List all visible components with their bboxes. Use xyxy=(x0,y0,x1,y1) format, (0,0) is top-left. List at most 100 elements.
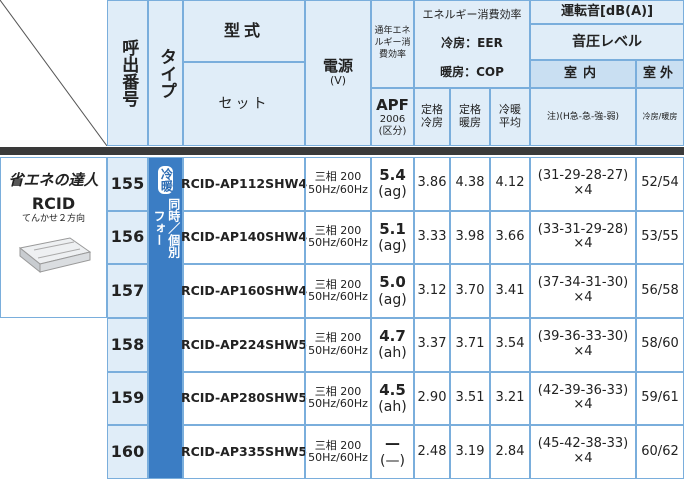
row-indoor-noise: (39-36-33-30) ×4 xyxy=(530,318,636,372)
row-average: 3.66 xyxy=(490,210,530,265)
text: 室内 xyxy=(563,65,602,81)
row-indoor-noise: (31-29-28-27) ×4 xyxy=(530,157,636,211)
text: 157 xyxy=(110,280,145,300)
text: 三相 200 xyxy=(314,277,362,291)
text: 4.5 xyxy=(379,380,406,399)
header-power: 電源 (V) xyxy=(305,0,371,146)
text: 三相 200 xyxy=(314,438,362,452)
row-power: 三相 200 50Hz/60Hz xyxy=(305,371,371,426)
text: 3.12 xyxy=(417,282,447,298)
row-apf: 4.7 (ah) xyxy=(371,318,414,372)
header-noise: 運転音[dB(A)] xyxy=(530,0,684,24)
row-heating: 3.71 xyxy=(450,318,490,372)
row-apf: 5.1 (ag) xyxy=(371,210,414,265)
header-rated-cooling: 定格冷房 xyxy=(414,88,450,146)
text: 50Hz/60Hz xyxy=(308,290,368,304)
text: 5.1 xyxy=(379,219,406,238)
row-average: 3.41 xyxy=(490,264,530,318)
row-model: RCID-AP160SHW4 xyxy=(181,264,307,318)
text: ×4 xyxy=(573,236,593,252)
text: 2.84 xyxy=(495,443,525,459)
header-efficiency: エネルギー消費効率 冷房：EER 暖房：COP xyxy=(414,0,530,88)
text: (31-29-28-27) xyxy=(537,167,629,183)
type-mode: 同時／個別 フォー xyxy=(151,198,181,258)
text: 音圧レベル xyxy=(572,33,642,50)
row-cooling: 3.86 xyxy=(414,157,450,211)
row-average: 2.84 xyxy=(490,425,530,479)
row-cooling: 3.37 xyxy=(414,318,450,372)
row-apf: 5.4 (ag) xyxy=(371,157,414,211)
row-number: 155 xyxy=(107,157,148,211)
text: 3.33 xyxy=(417,229,447,245)
header-indoor-note: 注)(H急-急-強-弱) xyxy=(530,88,636,146)
row-model: RCID-AP335SHW5 xyxy=(181,425,307,479)
header-sound-pressure: 音圧レベル xyxy=(530,24,684,60)
row-number: 158 xyxy=(107,318,148,372)
text: RCID-AP140SHW4 xyxy=(180,229,308,245)
row-cooling: 2.48 xyxy=(414,425,450,479)
text: 160 xyxy=(110,441,145,461)
text: 三相 200 xyxy=(314,384,362,398)
row-heating: 3.19 xyxy=(450,425,490,479)
text: 50Hz/60Hz xyxy=(308,236,368,250)
text: 三相 200 xyxy=(314,223,362,237)
text: RCID xyxy=(31,194,76,214)
row-power: 三相 200 50Hz/60Hz xyxy=(305,264,371,318)
row-number: 156 xyxy=(107,210,148,265)
row-indoor-noise: (42-39-36-33) ×4 xyxy=(530,371,636,426)
header-call-number: 呼出番号 xyxy=(107,0,148,146)
text: 3.19 xyxy=(455,443,485,459)
text: 電源 xyxy=(322,57,353,76)
text: 3.51 xyxy=(455,390,485,406)
text: 3.21 xyxy=(495,390,525,406)
text: 冷暖平均 xyxy=(499,103,521,129)
text: 58/60 xyxy=(641,336,679,352)
row-indoor-noise: (33-31-29-28) ×4 xyxy=(530,210,636,265)
text: 4.12 xyxy=(495,175,525,191)
text: 53/55 xyxy=(641,229,679,245)
text: 50Hz/60Hz xyxy=(308,397,368,411)
row-number: 160 xyxy=(107,425,148,479)
row-outdoor-noise: 58/60 xyxy=(636,318,684,372)
text: (—) xyxy=(380,452,405,469)
text: 5.4 xyxy=(379,166,406,185)
text: 50Hz/60Hz xyxy=(308,451,368,465)
text: 冷暖 xyxy=(157,166,174,194)
text: エネルギー消費効率 xyxy=(422,7,522,21)
row-power: 三相 200 50Hz/60Hz xyxy=(305,318,371,372)
row-model: RCID-AP112SHW4 xyxy=(180,157,308,211)
text: 59/61 xyxy=(641,390,679,406)
row-average: 3.54 xyxy=(490,318,530,372)
text: 3.71 xyxy=(455,336,485,352)
row-outdoor-noise: 60/62 xyxy=(636,425,684,479)
text: 三相 200 xyxy=(314,170,362,184)
separator xyxy=(0,147,684,155)
text: 通年エネルギー消費効率 xyxy=(374,26,411,60)
text: RCID-AP112SHW4 xyxy=(180,175,308,191)
row-apf: 4.5 (ah) xyxy=(371,371,414,426)
text: 3.41 xyxy=(495,282,525,298)
row-power: 三相 200 50Hz/60Hz xyxy=(305,157,371,211)
text: 56/58 xyxy=(641,282,679,298)
text: APF xyxy=(376,95,409,114)
header-rated-heating: 定格暖房 xyxy=(450,88,490,146)
row-outdoor-noise: 56/58 xyxy=(636,264,684,318)
row-power: 三相 200 50Hz/60Hz xyxy=(305,425,371,479)
text: (ag) xyxy=(378,238,407,255)
header-average: 冷暖平均 xyxy=(490,88,530,146)
row-cooling: 3.12 xyxy=(414,264,450,318)
text: 暖房：COP xyxy=(440,64,504,79)
text: 型式 xyxy=(223,20,264,40)
text: (V) xyxy=(329,74,347,88)
text: (45-42-38-33) xyxy=(537,436,629,452)
text: 冷房：EER xyxy=(441,35,503,50)
row-heating: 4.38 xyxy=(450,157,490,211)
header-model: 型式 xyxy=(183,0,305,62)
row-cooling: 2.90 xyxy=(414,371,450,426)
text: 52/54 xyxy=(641,175,679,191)
text: 60/62 xyxy=(641,443,679,459)
row-indoor-noise: (45-42-38-33) ×4 xyxy=(530,425,636,479)
text: (37-34-31-30) xyxy=(537,275,629,291)
row-outdoor-noise: 59/61 xyxy=(636,371,684,426)
